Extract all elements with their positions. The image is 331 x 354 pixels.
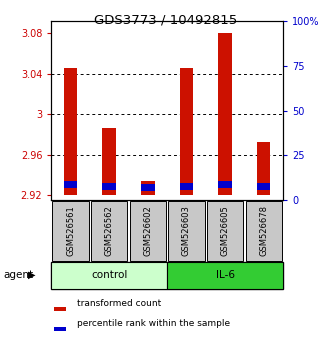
Bar xyxy=(141,184,155,191)
FancyBboxPatch shape xyxy=(91,201,127,261)
Text: GSM526678: GSM526678 xyxy=(259,205,268,257)
Bar xyxy=(141,181,155,195)
Bar xyxy=(55,327,66,331)
Bar xyxy=(180,68,193,195)
FancyBboxPatch shape xyxy=(207,201,243,261)
Text: IL-6: IL-6 xyxy=(215,270,235,280)
Text: GSM526605: GSM526605 xyxy=(220,206,230,256)
Text: percentile rank within the sample: percentile rank within the sample xyxy=(76,319,230,329)
FancyBboxPatch shape xyxy=(167,262,283,289)
FancyBboxPatch shape xyxy=(168,201,205,261)
Text: control: control xyxy=(91,270,127,280)
Text: GDS3773 / 10492815: GDS3773 / 10492815 xyxy=(94,13,237,27)
FancyBboxPatch shape xyxy=(52,201,89,261)
FancyBboxPatch shape xyxy=(51,262,167,289)
Text: transformed count: transformed count xyxy=(76,299,161,308)
Text: ▶: ▶ xyxy=(28,270,35,280)
FancyBboxPatch shape xyxy=(130,201,166,261)
Bar xyxy=(257,142,270,195)
FancyBboxPatch shape xyxy=(246,201,282,261)
Bar xyxy=(103,183,116,190)
Bar xyxy=(218,181,232,188)
Text: GSM526562: GSM526562 xyxy=(105,206,114,256)
Bar xyxy=(103,128,116,195)
Text: GSM526603: GSM526603 xyxy=(182,206,191,256)
Text: GSM526561: GSM526561 xyxy=(66,206,75,256)
Bar xyxy=(218,33,232,195)
Bar xyxy=(55,307,66,311)
Bar xyxy=(180,183,193,190)
Text: GSM526602: GSM526602 xyxy=(143,206,152,256)
Bar xyxy=(64,68,77,195)
Bar xyxy=(64,181,77,188)
Text: agent: agent xyxy=(3,270,33,280)
Bar xyxy=(257,183,270,190)
